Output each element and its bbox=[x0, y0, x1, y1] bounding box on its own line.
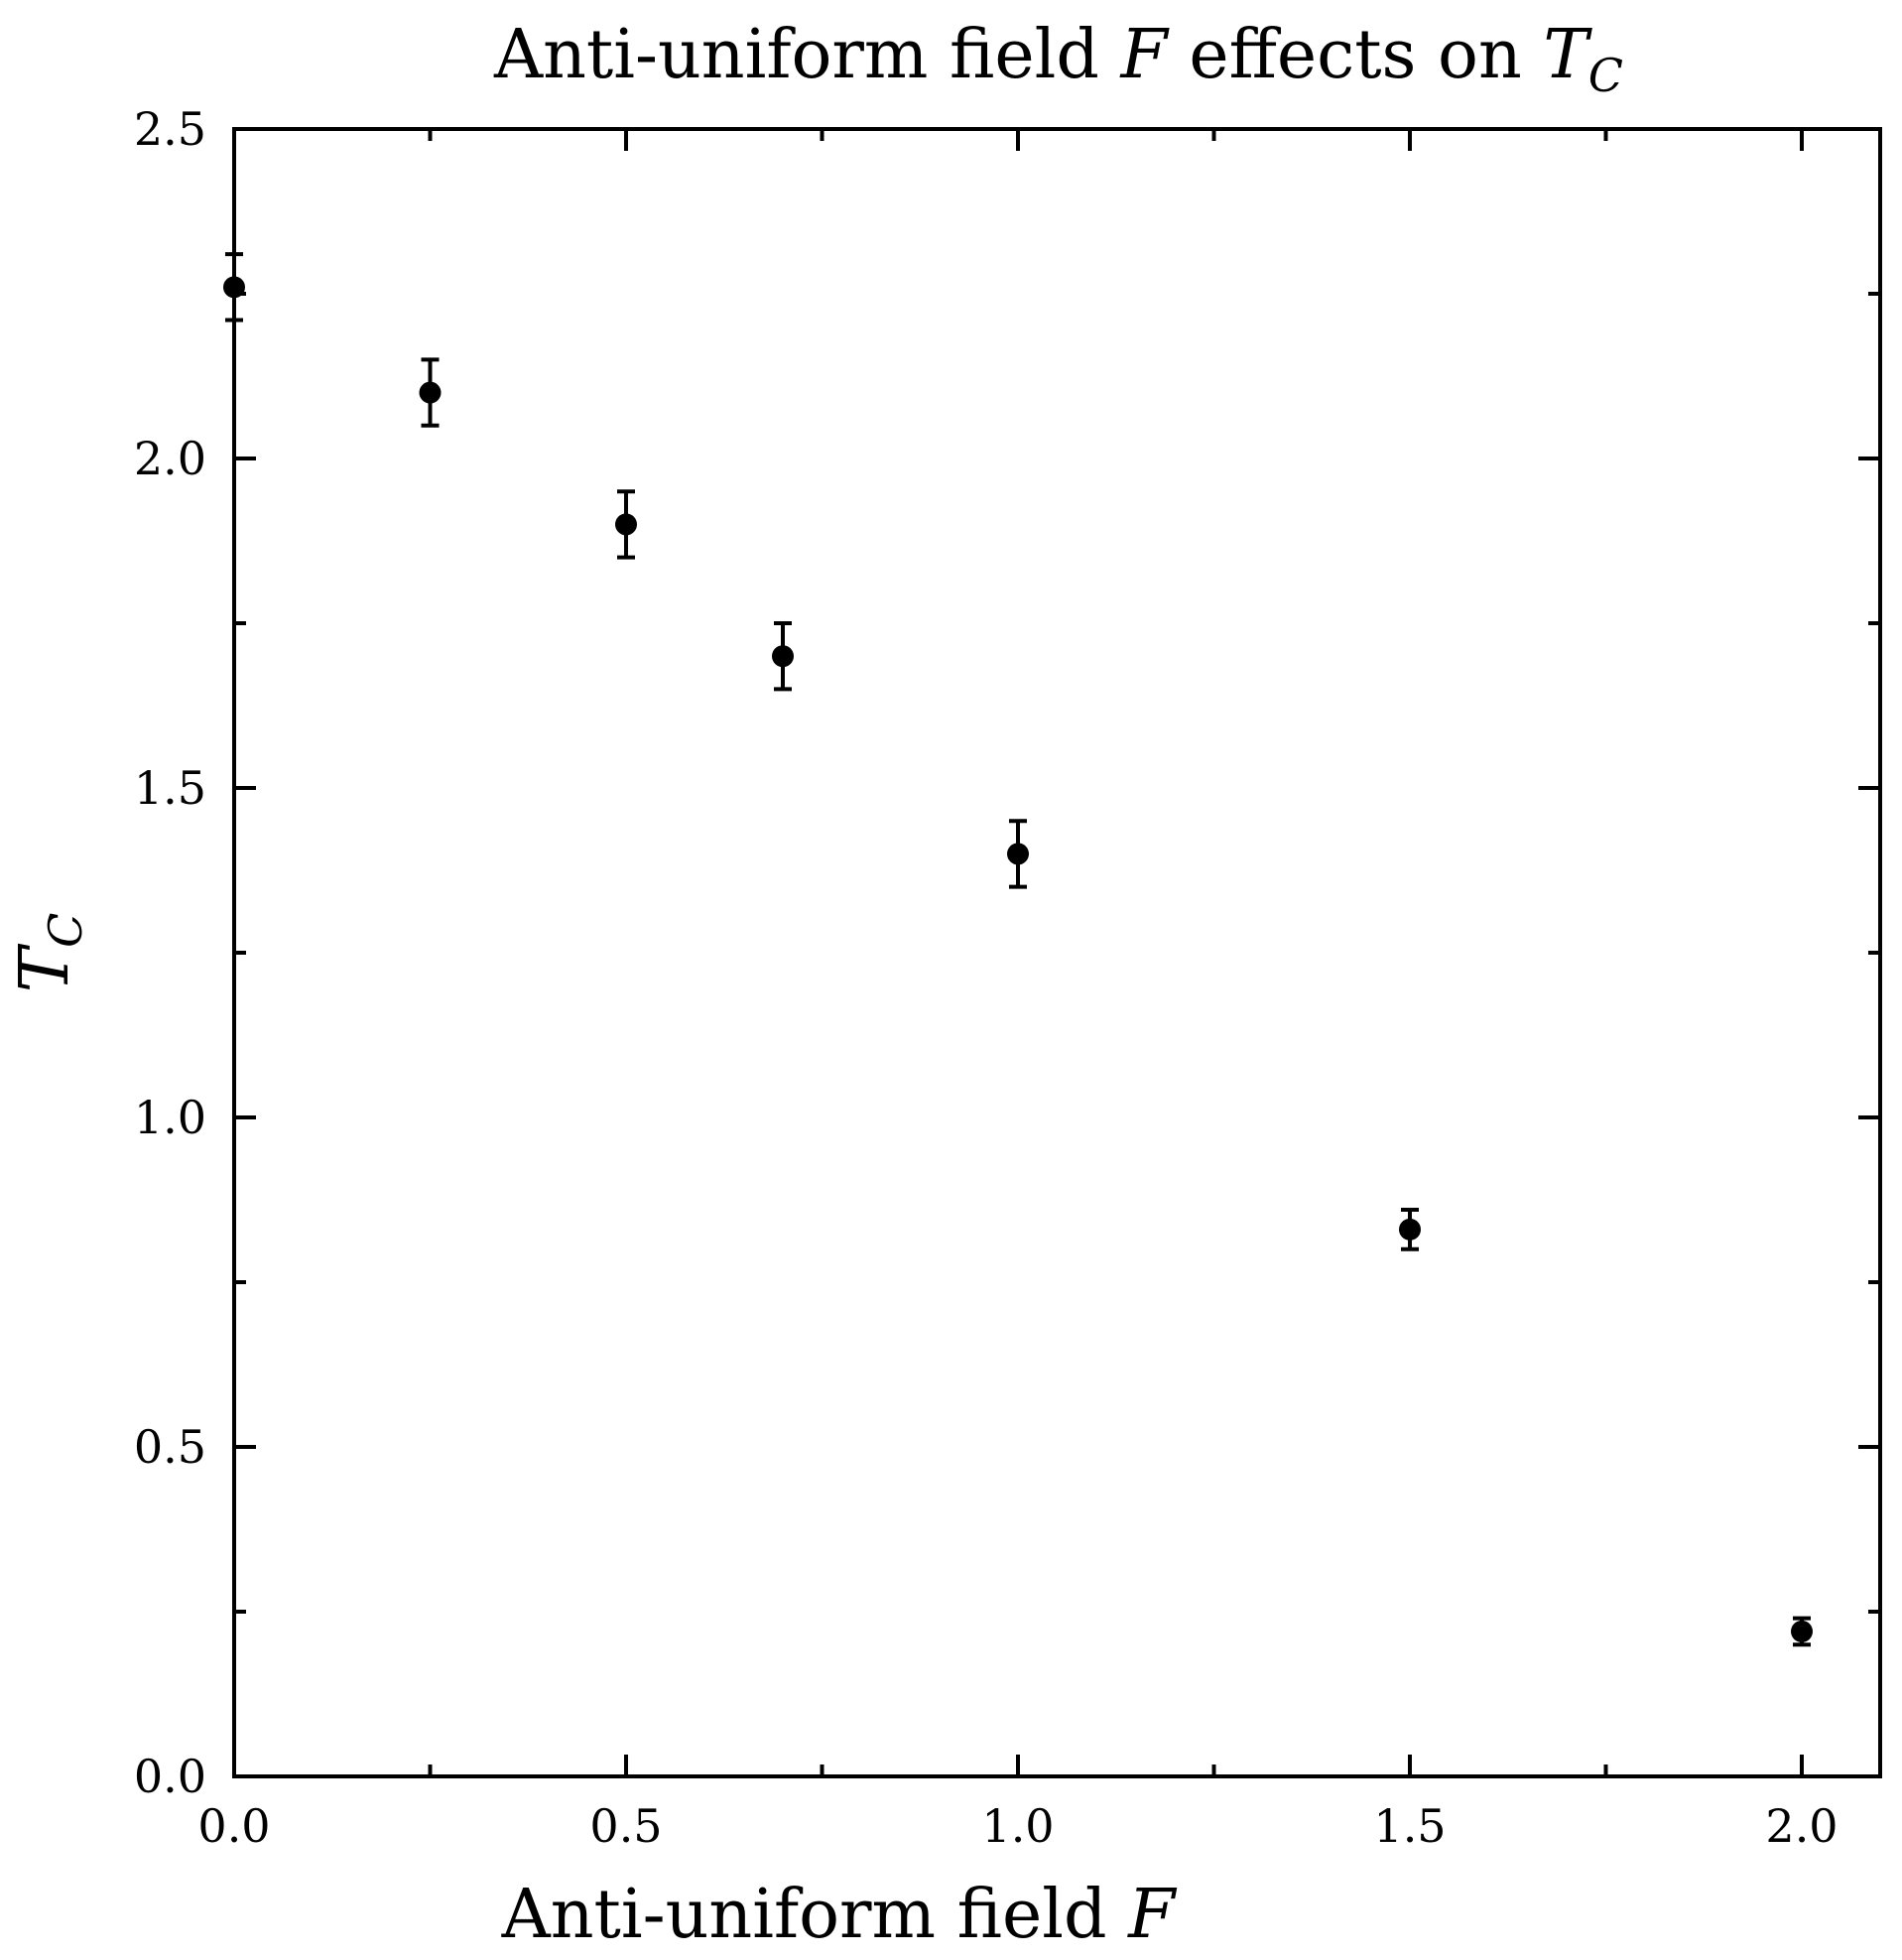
x-tick-label: 0.0 bbox=[197, 1799, 270, 1853]
y-tick-label: 0.0 bbox=[134, 1750, 206, 1803]
chart-title-middle: effects on bbox=[1168, 16, 1544, 94]
point-marker bbox=[419, 381, 442, 404]
y-axis-label-sym: T bbox=[6, 943, 84, 992]
y-tick-label: 1.5 bbox=[134, 761, 206, 815]
chart-title-sub: C bbox=[1588, 49, 1623, 102]
x-axis-label: Anti-uniform field F bbox=[501, 1876, 1179, 1954]
x-tick-label: 2.0 bbox=[1765, 1799, 1838, 1853]
y-tick-label: 2.5 bbox=[134, 102, 206, 156]
y-tick-label: 2.0 bbox=[134, 432, 206, 485]
point-marker bbox=[772, 645, 794, 668]
axis-tick-labels: 0.0 0.5 1.0 1.5 2.0 0.0 0.5 1.0 1.5 2.0 2.5 bbox=[134, 102, 1839, 1853]
point-marker bbox=[1007, 843, 1029, 865]
data-point bbox=[1791, 1616, 1813, 1647]
data-point bbox=[1399, 1207, 1421, 1251]
data-points bbox=[223, 252, 1813, 1647]
point-marker bbox=[1791, 1620, 1813, 1642]
point-marker bbox=[1399, 1218, 1421, 1241]
axis-ticks bbox=[232, 127, 1880, 1778]
point-marker bbox=[223, 276, 245, 299]
chart-title-var: F bbox=[1119, 16, 1171, 94]
chart-title-sym: T bbox=[1543, 16, 1592, 94]
chart-title: Anti-uniform field F effects on TC bbox=[493, 16, 1623, 102]
plot-area-frame bbox=[232, 127, 1882, 1778]
data-point bbox=[223, 252, 245, 323]
x-axis-label-var: F bbox=[1126, 1876, 1178, 1954]
x-tick-label: 1.5 bbox=[1373, 1799, 1446, 1853]
y-axis-label-sub: C bbox=[39, 913, 92, 948]
data-point bbox=[615, 489, 637, 560]
x-axis-label-prefix: Anti-uniform field bbox=[501, 1876, 1129, 1954]
x-tick-label: 1.0 bbox=[981, 1799, 1054, 1853]
data-point bbox=[1007, 819, 1029, 889]
y-tick-label: 1.0 bbox=[134, 1091, 206, 1144]
data-point bbox=[772, 621, 794, 692]
chart-title-prefix: Anti-uniform field bbox=[493, 16, 1121, 94]
y-axis-label: TC bbox=[6, 913, 92, 993]
point-marker bbox=[615, 513, 637, 536]
x-tick-label: 0.5 bbox=[589, 1799, 662, 1853]
y-tick-label: 0.5 bbox=[134, 1420, 206, 1474]
data-point bbox=[419, 357, 442, 428]
